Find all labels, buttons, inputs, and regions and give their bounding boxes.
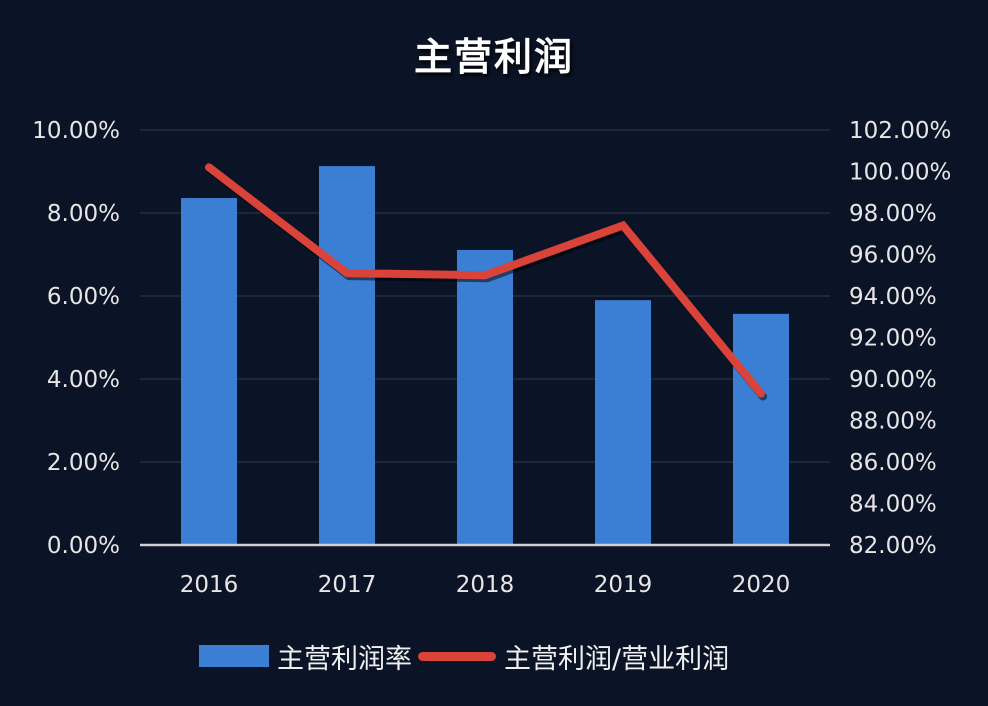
left-tick-label: 10.00% [32,118,120,144]
right-tick-label: 100.00% [849,160,951,186]
legend-bar-label: 主营利润率 [277,643,412,675]
left-tick-label: 2.00% [47,450,120,476]
right-tick-label: 86.00% [849,450,937,476]
x-tick-label: 2019 [594,572,653,598]
right-y-axis-ticks: 82.00% 84.00% 86.00% 88.00% 90.00% 92.00% 94.0… [849,118,951,559]
x-tick-label: 2017 [318,572,377,598]
x-tick-label: 2018 [456,572,515,598]
line-series [205,163,767,401]
left-tick-label: 0.00% [47,533,120,559]
left-tick-label: 6.00% [47,284,120,310]
left-tick-label: 8.00% [47,201,120,227]
bar-2018 [457,249,513,545]
legend-bar-swatch [199,645,269,667]
left-y-axis-ticks: 0.00% 2.00% 4.00% 6.00% 8.00% 10.00% [32,118,120,559]
right-tick-label: 96.00% [849,243,937,269]
legend-line-label: 主营利润/营业利润 [504,643,730,675]
bar-2020 [733,313,789,545]
bar-2017 [319,166,375,546]
right-tick-label: 92.00% [849,326,937,352]
right-tick-label: 82.00% [849,533,937,559]
line-path [205,163,765,398]
legend-line-swatch [418,651,496,661]
right-tick-label: 88.00% [849,409,937,435]
bar-2016 [181,198,237,545]
legend: 主营利润率 主营利润/营业利润 [199,636,729,676]
right-tick-label: 90.00% [849,367,937,393]
bar-series [181,166,789,546]
right-tick-label: 98.00% [849,201,937,227]
chart-title: 主营利润 [413,35,574,79]
right-tick-label: 102.00% [849,118,951,144]
x-axis-ticks: 2016 2017 2018 2019 2020 [180,572,791,598]
left-tick-label: 4.00% [47,367,120,393]
x-tick-label: 2016 [180,572,239,598]
right-tick-label: 84.00% [849,492,937,518]
bar-2019 [595,300,651,545]
right-tick-label: 94.00% [849,284,937,310]
x-tick-label: 2020 [732,572,791,598]
